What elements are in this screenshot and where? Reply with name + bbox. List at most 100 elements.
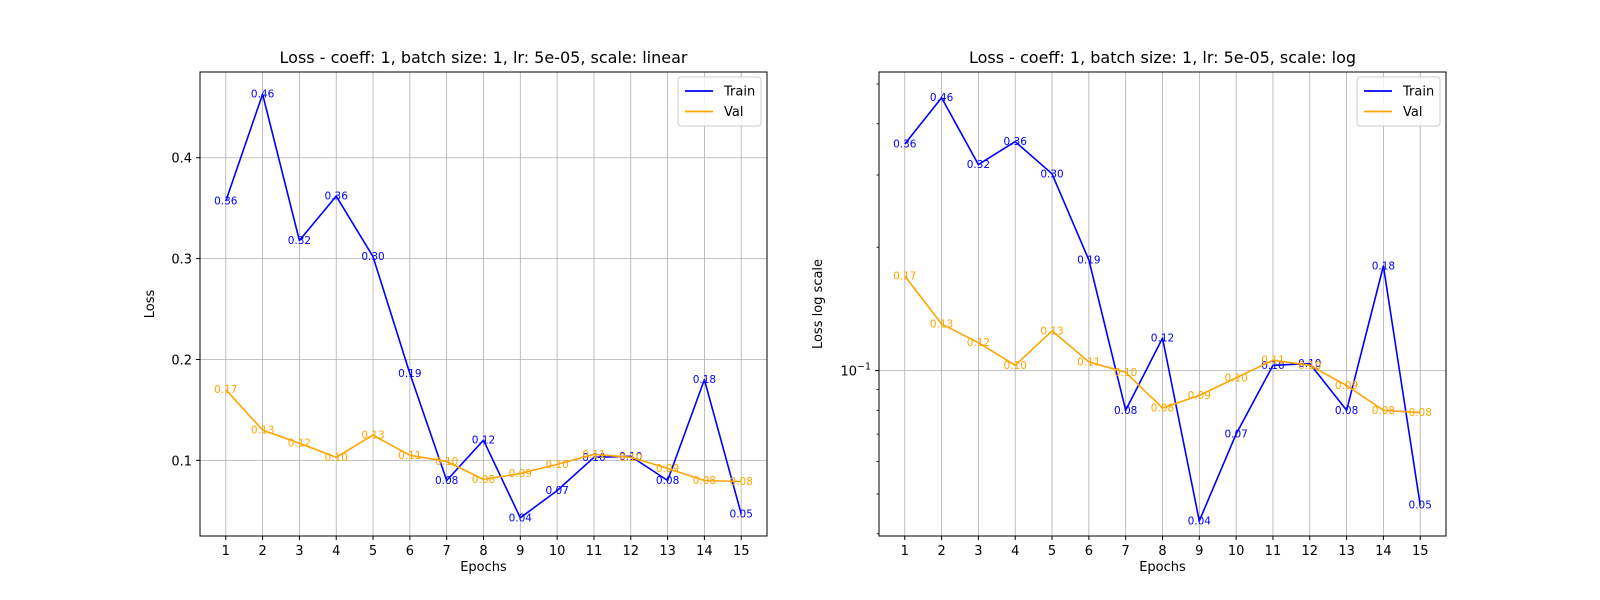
data-label: 0.36 — [1004, 136, 1028, 148]
y-axis-label: Loss log scale — [811, 259, 826, 349]
x-tick-label: 14 — [1375, 544, 1392, 559]
x-tick-label: 10 — [549, 544, 566, 559]
data-label: 0.10 — [545, 459, 568, 471]
data-label: 0.32 — [967, 159, 990, 171]
data-label: 0.12 — [288, 438, 311, 450]
series-line-val — [225, 389, 742, 483]
data-label: 0.10 — [619, 452, 642, 464]
x-tick-label: 6 — [406, 544, 414, 559]
data-label: 0.36 — [893, 139, 917, 151]
series-line-train — [904, 96, 1421, 522]
legend-label-val: Val — [1403, 105, 1422, 120]
y-axis: 0.1 0.2 0.3 0.4 — [171, 152, 200, 469]
data-label: 0.19 — [398, 368, 421, 380]
x-tick-label: 12 — [1301, 544, 1318, 559]
data-label: 0.09 — [509, 468, 532, 480]
data-label: 0.13 — [930, 318, 953, 330]
x-tick-label: 12 — [622, 544, 639, 559]
data-label: 0.10 — [325, 452, 348, 464]
x-tick-label: 5 — [369, 544, 377, 559]
data-label: 0.07 — [545, 485, 568, 497]
grid — [879, 72, 1446, 536]
data-label: 0.36 — [325, 191, 349, 203]
data-label: 0.08 — [1114, 405, 1137, 417]
data-label: 0.09 — [656, 463, 679, 475]
data-label: 0.08 — [1409, 407, 1432, 419]
chart-title: Loss - coeff: 1, batch size: 1, lr: 5e-0… — [969, 48, 1356, 67]
x-tick-label: 11 — [1265, 544, 1282, 559]
y-tick-label: 0.2 — [171, 353, 192, 368]
y-tick-label: 0.3 — [171, 253, 192, 268]
x-tick-label: 7 — [1122, 544, 1130, 559]
x-axis-label: Epochs — [460, 560, 507, 575]
data-label: 0.11 — [1077, 356, 1100, 368]
x-tick-label: 7 — [443, 544, 451, 559]
data-label: 0.12 — [967, 337, 990, 349]
data-label: 0.08 — [472, 474, 495, 486]
data-label: 0.04 — [1188, 515, 1212, 527]
data-label: 0.05 — [730, 508, 753, 520]
series-line-val — [904, 275, 1421, 414]
data-label: 0.10 — [1114, 367, 1137, 379]
data-label: 0.10 — [435, 456, 458, 468]
data-label: 0.05 — [1409, 500, 1432, 512]
data-label: 0.18 — [693, 374, 716, 386]
x-tick-label: 14 — [696, 544, 713, 559]
x-tick-label: 15 — [1412, 544, 1429, 559]
data-label: 0.09 — [1188, 390, 1211, 402]
data-label: 0.08 — [1151, 403, 1174, 415]
data-label: 0.12 — [472, 435, 495, 447]
y-tick-label: 0.4 — [171, 152, 192, 167]
series-line-train — [225, 93, 742, 519]
x-tick-label: 9 — [516, 544, 524, 559]
x-tick-label: 1 — [222, 544, 230, 559]
x-tick-label: 11 — [586, 544, 603, 559]
x-tick-label: 13 — [659, 544, 676, 559]
data-label: 0.11 — [398, 450, 421, 462]
x-tick-label: 8 — [1158, 544, 1166, 559]
legend: Train Val — [677, 76, 762, 127]
data-label: 0.30 — [361, 251, 384, 263]
data-label: 0.19 — [1077, 255, 1100, 267]
y-tick-label: 10−1 — [840, 362, 871, 380]
data-label: 0.09 — [1335, 380, 1358, 392]
data-label: 0.10 — [1298, 360, 1321, 372]
series-val: 0.170.130.120.100.130.110.100.080.090.10… — [214, 384, 753, 488]
legend-box — [1356, 76, 1441, 127]
data-label: 0.13 — [1040, 325, 1063, 337]
data-label: 0.36 — [214, 196, 238, 208]
series-train: 0.36 0.46 0.32 0.36 0.30 0.19 0.08 0.12 0.04 0.07… — [893, 92, 1432, 527]
data-label: 0.13 — [251, 425, 274, 437]
data-label: 0.08 — [1372, 405, 1395, 417]
grid — [200, 72, 767, 536]
x-tick-label: 15 — [733, 544, 750, 559]
data-label: 0.18 — [1372, 260, 1395, 272]
x-tick-label: 6 — [1085, 544, 1093, 559]
x-tick-label: 9 — [1195, 544, 1203, 559]
chart-title: Loss - coeff: 1, batch size: 1, lr: 5e-0… — [280, 48, 688, 67]
x-tick-label: 2 — [937, 544, 945, 559]
data-label: 0.17 — [893, 271, 916, 283]
y-axis: 10−1 — [840, 83, 879, 535]
x-axis: 1 2 3 4 5 6 7 8 9 10 11 12 13 14 15 — [222, 536, 750, 559]
data-label: 0.08 — [1335, 405, 1358, 417]
data-label: 0.08 — [730, 476, 753, 488]
x-tick-label: 3 — [295, 544, 303, 559]
x-tick-label: 2 — [258, 544, 266, 559]
y-axis-label: Loss — [143, 290, 158, 319]
data-label: 0.10 — [1004, 360, 1027, 372]
data-label: 0.12 — [1151, 333, 1174, 345]
series-train: 0.36 0.46 0.32 0.36 0.30 0.19 0.08 0.12 0.04 0.07… — [214, 89, 753, 525]
legend: Train Val — [1356, 76, 1441, 127]
data-label: 0.46 — [930, 92, 954, 104]
x-tick-label: 8 — [479, 544, 487, 559]
data-label: 0.10 — [1224, 372, 1247, 384]
series-val: 0.17 0.13 0.12 0.10 0.13 0.11 0.10 0.08 0.09 0.10… — [893, 271, 1432, 419]
y-tick-label: 0.1 — [171, 454, 192, 469]
legend-label-val: Val — [724, 105, 743, 120]
data-label: 0.32 — [288, 235, 311, 247]
data-label: 0.13 — [361, 430, 384, 442]
legend-label-train: Train — [1402, 85, 1434, 100]
